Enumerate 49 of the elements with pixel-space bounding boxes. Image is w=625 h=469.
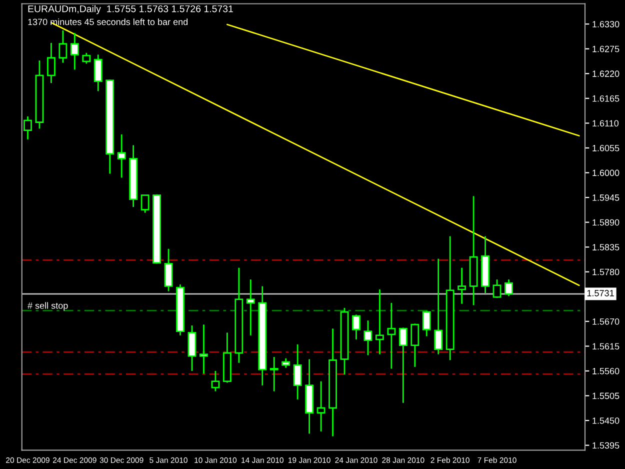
y-tick-label: 1.6055 (592, 144, 620, 152)
candlestick (375, 288, 384, 355)
y-tick-label: 1.5780 (592, 268, 620, 276)
y-tick-label: 1.5835 (592, 244, 620, 250)
y-tick-label: 1.6275 (592, 46, 620, 52)
y-tick-label: 1.6330 (592, 20, 620, 28)
y-tick-label: 1.5615 (592, 343, 620, 350)
candlestick (94, 54, 102, 92)
candlestick (117, 134, 126, 178)
candlestick (434, 258, 443, 355)
candlestick (140, 194, 150, 214)
y-tick-label: 1.5890 (592, 219, 620, 226)
y-tick-label: 1.5450 (592, 417, 620, 424)
candlestick (293, 344, 302, 400)
candlestick (422, 310, 431, 337)
candlestick (504, 278, 513, 297)
candlestick (164, 248, 173, 292)
candlestick (82, 52, 91, 64)
candlestick (24, 116, 32, 140)
ref-line-label: # sell stop (28, 302, 68, 311)
y-tick-label: 1.6220 (592, 70, 620, 77)
candlestick (316, 380, 326, 432)
candlestick (282, 358, 290, 368)
candlestick (410, 322, 420, 368)
candlestick (200, 324, 208, 374)
y-tick-label: 1.5560 (592, 368, 620, 374)
candlestick (458, 267, 466, 305)
y-tick-label: 1.5670 (592, 318, 620, 325)
chart-title: EURAUDm,Daily 1.5755 1.5763 1.5726 1.5731 (28, 5, 233, 14)
candlestick (211, 370, 220, 392)
candlestick (364, 320, 372, 356)
candlestick (58, 30, 68, 64)
text: 1370 minutes 45 seconds left to bar end (28, 18, 188, 26)
y-tick-label: 1.5395 (592, 442, 620, 449)
candlestick (246, 278, 255, 336)
y-tick-label: 1.6165 (592, 95, 620, 102)
candlestick (188, 324, 196, 372)
candlestick (270, 356, 278, 392)
ref-line-label: 1.5731 (587, 290, 614, 296)
y-tick-label: 1.6110 (592, 120, 619, 127)
candlestick (352, 314, 360, 340)
candlestick (492, 278, 502, 299)
y-tick-label: 1.6000 (592, 170, 620, 176)
candlestick (387, 302, 396, 370)
candlestick (70, 32, 79, 70)
y-tick-label: 1.5945 (592, 194, 620, 201)
candlestick (398, 326, 408, 404)
candlestick (46, 42, 56, 84)
y-tick-label: 1.5505 (592, 392, 620, 400)
